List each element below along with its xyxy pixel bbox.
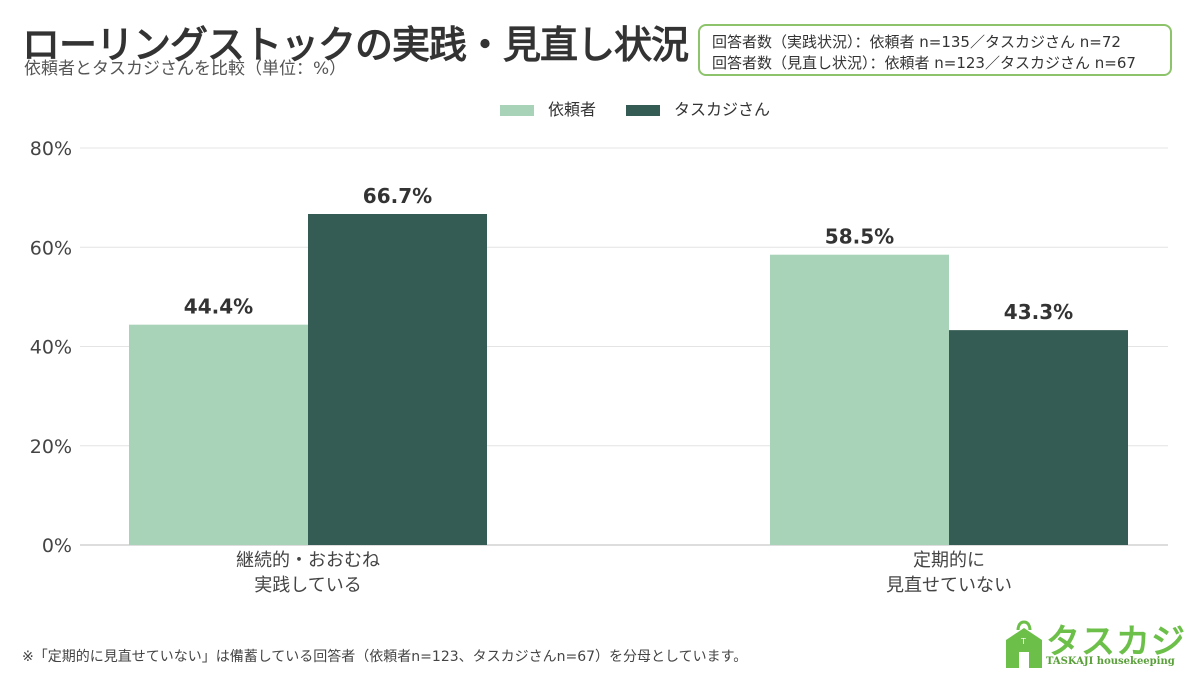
legend-item-series-2: タスカジさん [626,96,770,120]
bar [308,214,487,545]
data-label: 44.4% [184,295,253,319]
page-subtitle: 依頼者とタスカジさんを比較（単位：%） [24,59,347,79]
bar [129,324,308,545]
legend-label-series-1: 依頼者 [548,100,597,119]
x-tick-label: 実践している [254,575,361,596]
x-tick-label: 定期的に [913,550,985,571]
footnote: ※「定期的に見直せていない」は備蓄している回答者（依頼者n=123、タスカジさん… [22,649,748,665]
y-tick-label: 60% [30,237,72,259]
chart-legend: 依頼者 タスカジさん [0,96,1200,120]
legend-item-series-1: 依頼者 [500,96,596,120]
x-tick-label: 見直せていない [886,575,1012,596]
taskaji-logo: T タスカジ TASKAJI housekeeping [1000,614,1185,672]
x-tick-label: 継続的・おおむね [236,550,380,571]
respondents-box: 回答者数（実践状況）：依頼者 n=135／タスカジさん n=72 回答者数（見直… [698,24,1172,76]
logo-text: タスカジ [1046,622,1186,662]
legend-swatch-series-2 [626,105,660,116]
data-label: 66.7% [363,184,432,208]
respondents-line-1: 回答者数（実践状況）：依頼者 n=135／タスカジさん n=72 [712,33,1121,51]
bar [770,254,949,545]
bar [949,330,1128,545]
logo-subtext: TASKAJI housekeeping [1046,656,1175,667]
svg-text:T: T [1020,637,1026,646]
y-tick-label: 20% [30,436,72,458]
legend-label-series-2: タスカジさん [674,100,771,119]
data-label: 43.3% [1004,300,1073,324]
y-tick-label: 0% [42,535,72,557]
respondents-line-2: 回答者数（見直し状況）：依頼者 n=123／タスカジさん n=67 [712,54,1136,72]
data-label: 58.5% [825,225,894,249]
y-tick-label: 80% [30,138,72,160]
y-tick-label: 40% [30,337,72,359]
legend-swatch-series-1 [500,105,534,116]
house-bag-icon: T [1006,620,1042,668]
page-title: ローリングストックの実践・見直し状況 [22,23,689,67]
